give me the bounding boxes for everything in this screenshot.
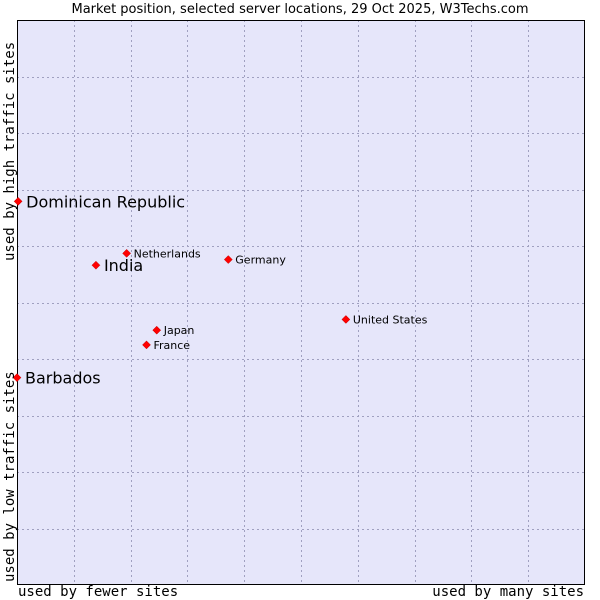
y-axis-label-high: used by high traffic sites: [2, 41, 18, 261]
data-point: Germany: [223, 254, 286, 267]
data-point-label: Japan: [163, 324, 195, 337]
data-point-marker: [152, 325, 162, 335]
data-point-label: Barbados: [25, 369, 101, 388]
data-point-marker: [341, 315, 351, 324]
x-axis-label-low: used by fewer sites: [18, 584, 179, 600]
data-point: United States: [341, 313, 428, 326]
data-point: India: [91, 256, 143, 275]
data-point: Dominican Republic: [13, 192, 185, 211]
data-point-marker: [122, 248, 131, 258]
data-point-label: India: [104, 256, 143, 275]
data-point: Netherlands: [122, 247, 201, 260]
data-point-label: France: [154, 339, 191, 352]
data-point-marker: [142, 340, 151, 350]
data-point-label: United States: [353, 313, 428, 326]
plot-border: [17, 20, 585, 585]
data-point-label: Germany: [235, 254, 286, 267]
chart-title: Market position, selected server locatio…: [71, 2, 529, 17]
y-axis-label-low: used by low traffic sites: [2, 371, 18, 582]
data-point-label: Netherlands: [134, 247, 201, 260]
data-point: France: [142, 339, 191, 352]
data-point-marker: [91, 260, 101, 270]
data-point: Japan: [152, 324, 195, 337]
data-point-marker: [223, 255, 233, 264]
data-point-marker: [13, 197, 23, 206]
grid-lines: [17, 20, 585, 585]
data-point: Barbados: [12, 369, 101, 388]
data-point-marker: [12, 373, 22, 382]
data-points: Dominican Republic Netherlands Germany Indi…: [12, 192, 428, 388]
data-point-label: Dominican Republic: [26, 192, 185, 211]
x-axis-label-high: used by many sites: [432, 584, 584, 600]
